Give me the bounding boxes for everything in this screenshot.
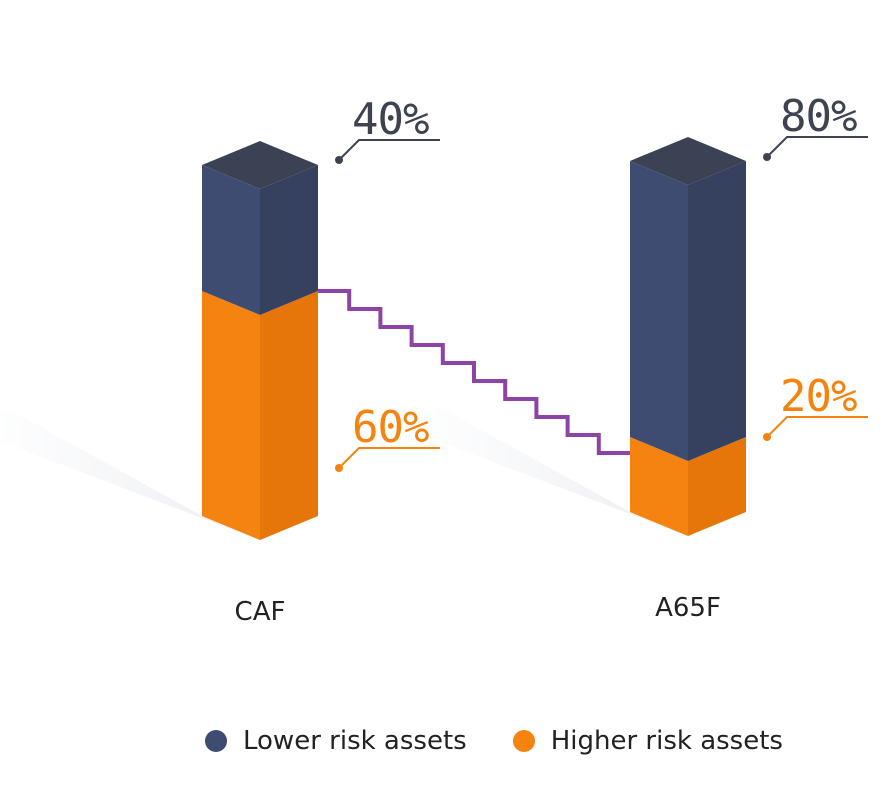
legend-item-lower: Lower risk assets bbox=[205, 726, 467, 756]
bar-top-caf bbox=[202, 141, 318, 189]
bar-segment-lower-right-a65f bbox=[688, 161, 746, 461]
legend-label-lower: Lower risk assets bbox=[243, 726, 467, 756]
label-caf-lower: 40% bbox=[352, 94, 429, 145]
legend: Lower risk assets Higher risk assets bbox=[205, 726, 783, 756]
staircase-connector bbox=[318, 289, 630, 455]
label-a65f-higher-leader bbox=[766, 416, 868, 438]
category-label-caf: CAF bbox=[235, 597, 286, 627]
bar-segment-lower-left-caf bbox=[202, 165, 260, 315]
bar-segment-higher-right-a65f bbox=[688, 437, 746, 536]
bar-segment-higher-left-a65f bbox=[630, 437, 688, 536]
bar-segment-higher-left-caf bbox=[202, 291, 260, 540]
label-a65f-lower: 80% bbox=[780, 91, 857, 142]
label-caf-lower-leader bbox=[338, 139, 440, 161]
bar-segment-higher-right-caf bbox=[260, 291, 318, 540]
bar-segment-lower-right-caf bbox=[260, 165, 318, 315]
legend-label-higher: Higher risk assets bbox=[550, 726, 783, 756]
bar-segment-lower-left-a65f bbox=[630, 161, 688, 461]
bar-top-a65f bbox=[630, 137, 746, 185]
legend-dot-higher bbox=[512, 730, 535, 752]
bar-shadow-caf bbox=[0, 410, 260, 540]
label-a65f-higher: 20% bbox=[780, 371, 857, 422]
legend-dot-lower bbox=[205, 730, 227, 752]
label-a65f-lower-leader bbox=[766, 136, 868, 158]
legend-item-higher: Higher risk assets bbox=[512, 726, 783, 756]
label-caf-higher: 60% bbox=[352, 402, 429, 453]
category-label-a65f: A65F bbox=[655, 593, 721, 623]
label-caf-higher-leader bbox=[338, 447, 440, 469]
bar-shadow-a65f bbox=[398, 406, 688, 536]
